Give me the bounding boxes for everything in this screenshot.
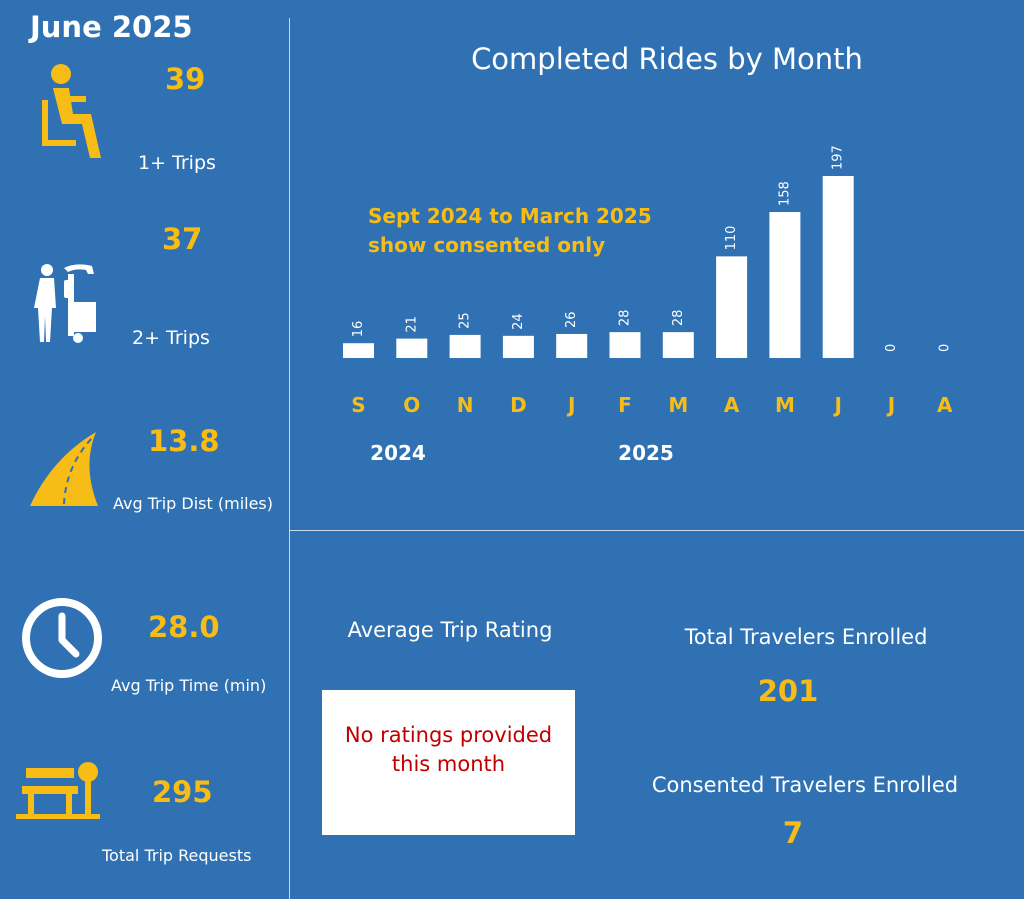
stat-label-one-plus-trips: 1+ Trips [138,152,216,174]
total-travelers-value: 201 [757,674,819,708]
chart-title: Completed Rides by Month [471,42,863,76]
rating-message-line2: this month [391,752,506,776]
stat-value-one-plus-trips: 39 [165,62,206,96]
bar-value-label-10: 0 [884,344,899,352]
stat-value-total-trip-requests: 295 [152,775,213,809]
bar-value-label-5: 28 [618,310,633,327]
bar-value-label-6: 28 [671,310,686,327]
bus-stop-bench-icon [16,762,100,819]
person-with-shuttle-icon [34,264,96,343]
bar-0 [343,343,374,358]
stat-label-avg-trip-time: Avg Trip Time (min) [111,676,267,695]
chart-annotation-line2: show consented only [368,233,606,257]
stat-label-avg-trip-dist: Avg Trip Dist (miles) [113,494,274,513]
stat-value-avg-trip-time: 28.0 [148,610,220,644]
bar-7 [716,256,748,358]
category-label-9: J [832,393,841,417]
bar-value-label-8: 158 [777,181,792,206]
total-travelers-label: Total Travelers Enrolled [684,625,928,649]
bar-3 [502,335,534,358]
category-label-5: F [618,393,632,417]
consented-travelers-label: Consented Travelers Enrolled [651,773,959,797]
rating-message-line1: No ratings provided [344,723,553,747]
rating-message: No ratings provided this month [322,721,575,779]
chart-annotation: Sept 2024 to March 2025 show consented o… [368,202,652,260]
chart-annotation-line1: Sept 2024 to March 2025 [368,204,652,228]
completed-rides-bar-chart: 16 S 21 O 25 N 24 D 26 J 28 F 28 M 110 A 158 M 197 J 0 J 0 A 202… [343,145,953,465]
bar-9 [822,176,854,358]
report-month: June 2025 [30,10,193,44]
consented-travelers-value: 7 [782,816,804,850]
bar-value-label-9: 197 [831,145,846,170]
bar-5 [609,332,641,358]
bar-4 [556,333,588,358]
stat-label-total-trip-requests: Total Trip Requests [102,846,252,865]
category-label-1: O [403,393,420,417]
rating-panel: No ratings provided this month [322,690,575,835]
category-label-0: S [351,393,365,417]
bar-value-label-1: 21 [404,316,419,333]
bar-6 [662,332,694,358]
bar-value-label-0: 16 [351,321,366,338]
category-label-7: A [724,393,740,417]
category-label-8: M [775,393,795,417]
year-label-2024: 2024 [370,441,426,465]
vertical-divider [289,18,290,899]
category-label-3: D [510,393,527,417]
category-label-10: J [886,393,895,417]
bar-value-label-7: 110 [724,226,739,251]
clock-icon [22,598,102,678]
rating-title: Average Trip Rating [347,618,553,642]
seated-person-icon [42,64,101,158]
category-label-11: A [937,393,953,417]
bar-1 [396,338,428,358]
category-label-4: J [566,393,575,417]
stat-label-two-plus-trips: 2+ Trips [132,327,210,349]
stat-value-two-plus-trips: 37 [162,222,203,256]
stat-value-avg-trip-dist: 13.8 [148,424,220,458]
bar-value-label-11: 0 [937,344,952,352]
category-label-6: M [668,393,688,417]
bar-value-label-3: 24 [511,313,526,330]
bar-value-label-2: 25 [458,312,473,329]
horizontal-divider [289,530,1024,531]
category-label-2: N [457,393,474,417]
road-icon [30,432,98,506]
bar-8 [769,212,801,358]
bar-value-label-4: 26 [564,311,579,328]
bar-2 [449,334,481,358]
year-label-2025: 2025 [618,441,674,465]
